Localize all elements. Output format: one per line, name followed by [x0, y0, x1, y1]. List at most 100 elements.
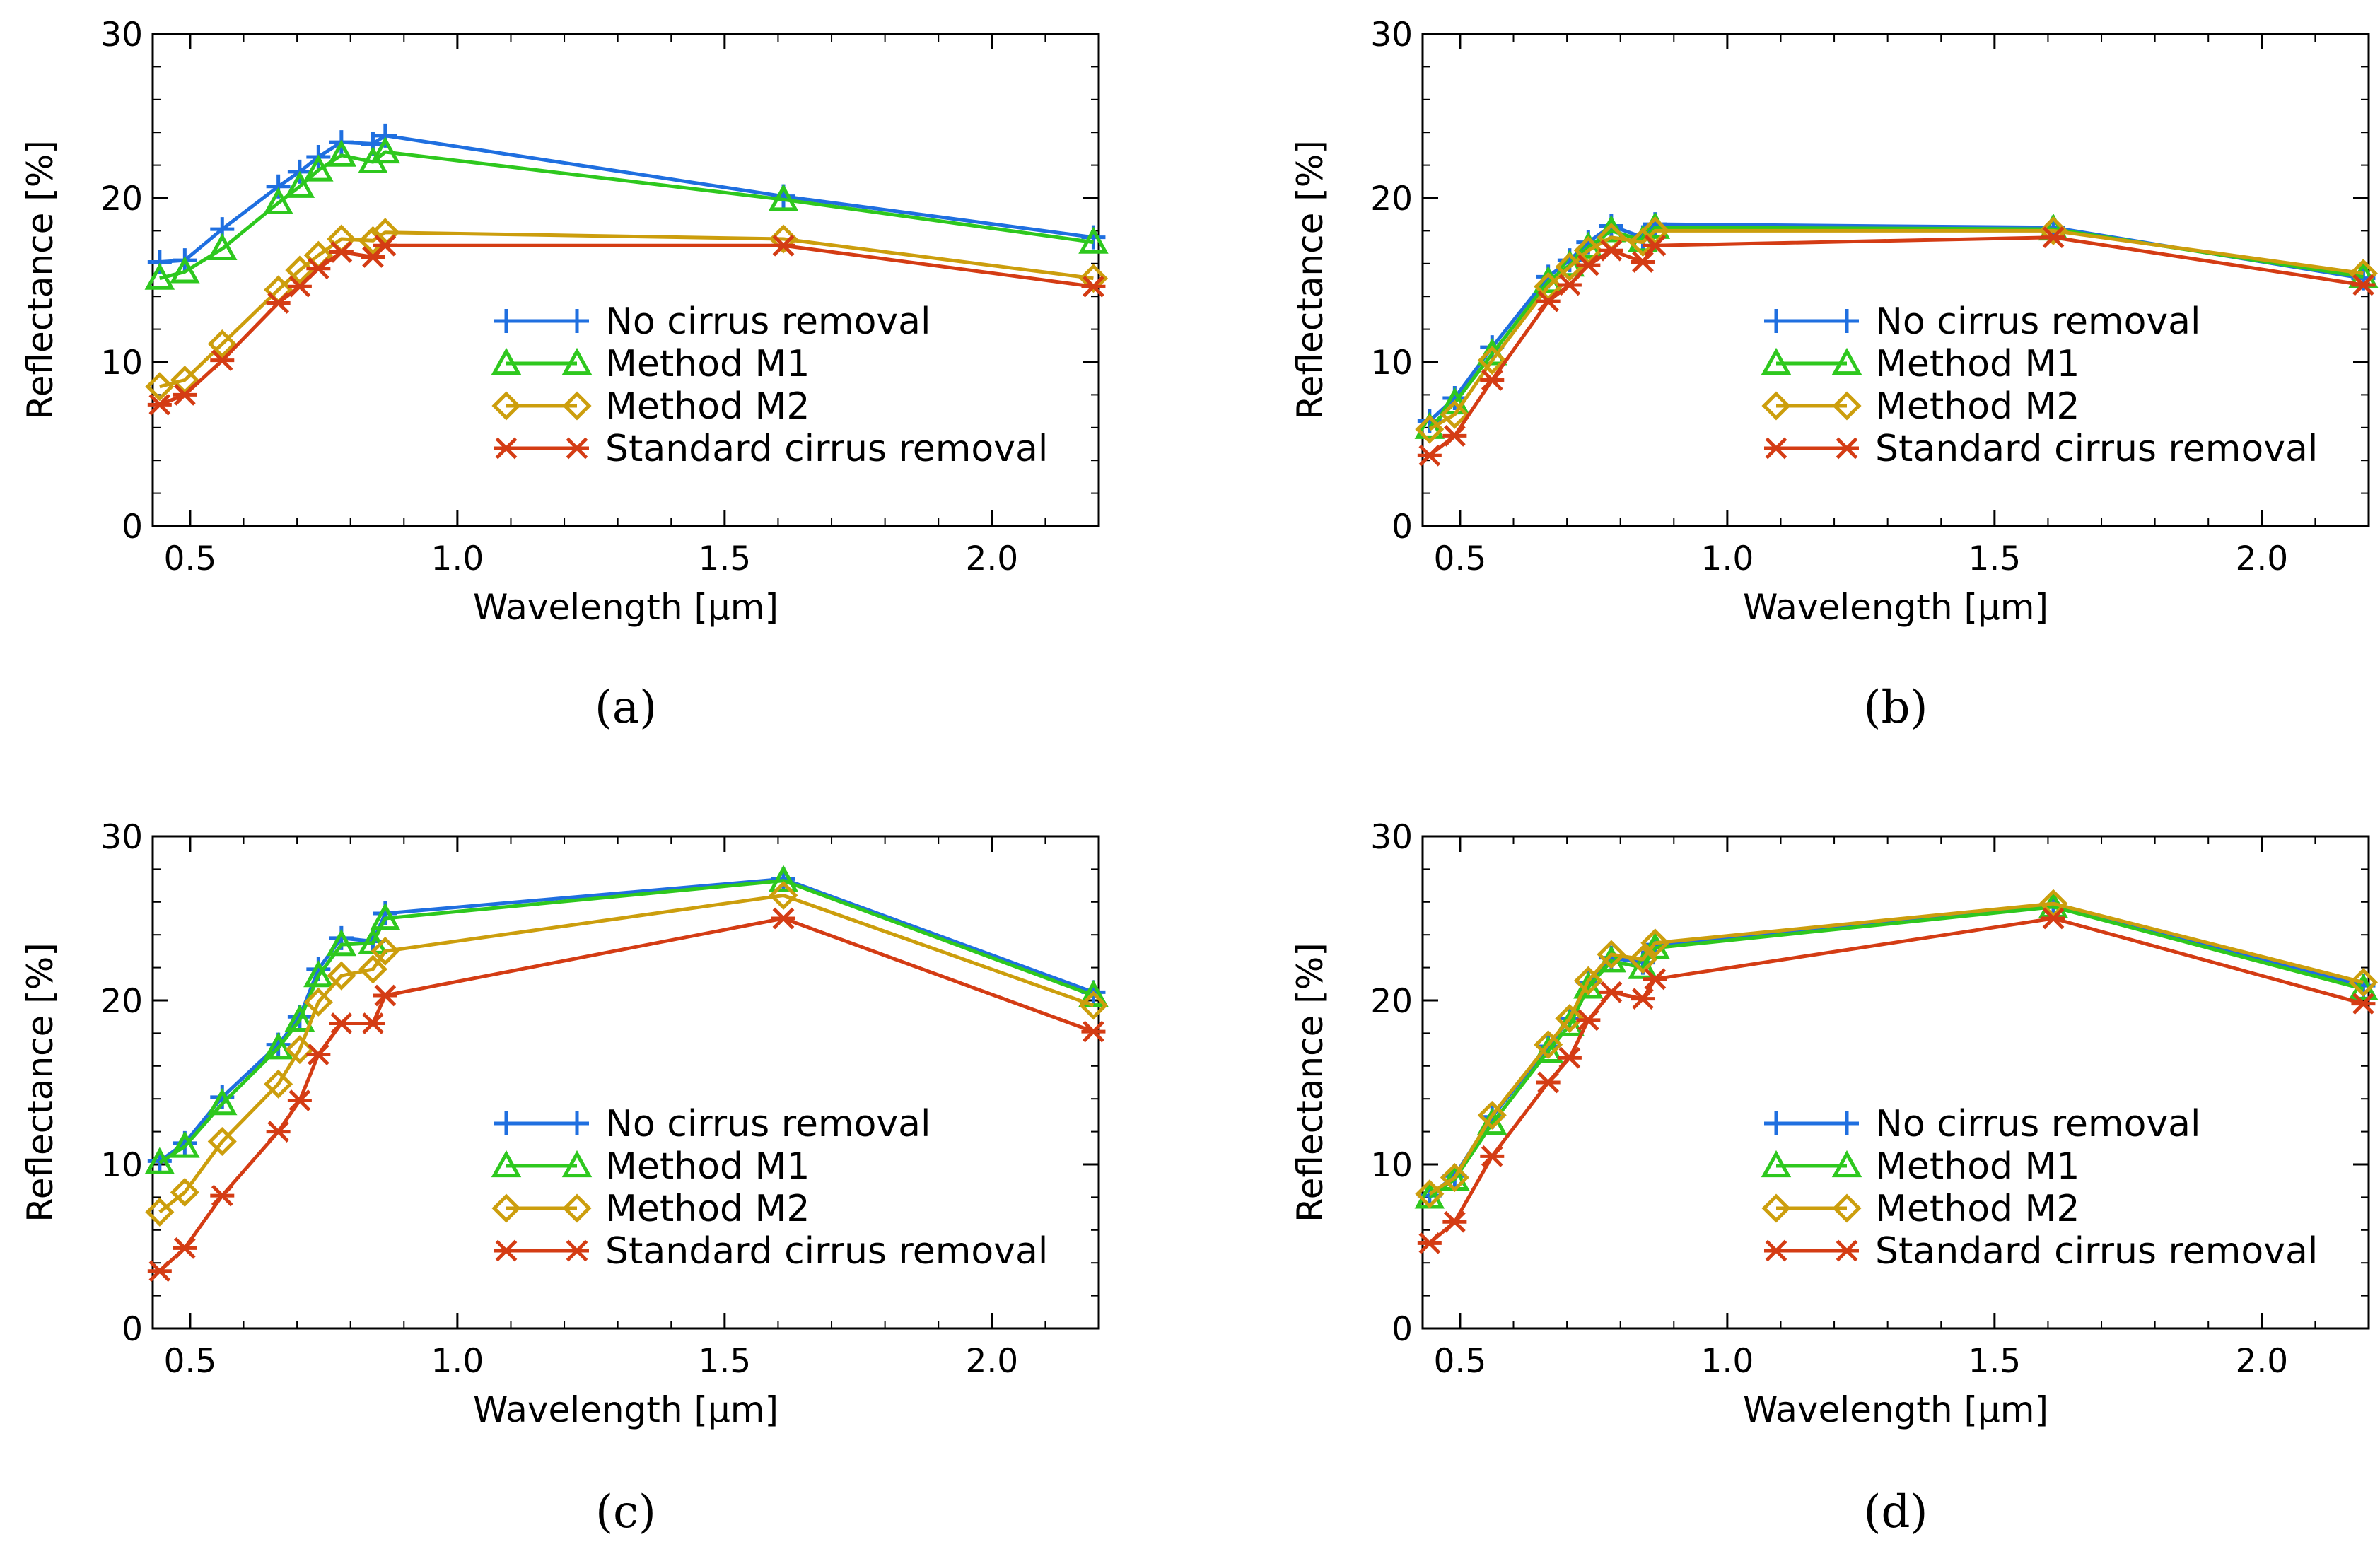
series-group	[1417, 907, 2376, 1254]
y-tick-label: 0	[122, 1310, 143, 1349]
legend-label: Method M2	[1875, 1188, 2080, 1230]
data-point	[373, 234, 397, 257]
x-tick-label: 1.5	[698, 1342, 751, 1381]
data-point	[306, 1044, 331, 1065]
legend-label: Method M1	[605, 1145, 810, 1188]
legend-marker	[1761, 1193, 1791, 1223]
data-point	[1631, 251, 1655, 273]
data-point	[1417, 444, 1442, 467]
data-point	[303, 987, 333, 1017]
x-axis-title: Wavelength [µm]	[473, 1389, 778, 1430]
y-tick-label: 10	[1370, 1146, 1413, 1185]
x-tick-label: 0.5	[164, 539, 217, 578]
y-axis-title: Reflectance [%]	[20, 140, 61, 420]
data-point	[2041, 226, 2065, 249]
data-point	[285, 1035, 315, 1065]
data-point	[145, 372, 175, 402]
series-line	[158, 894, 1095, 1214]
series-group	[144, 136, 1109, 290]
data-point	[1534, 1030, 1563, 1060]
x-tick-label: 1.0	[431, 539, 484, 578]
x-tick-label: 1.0	[431, 1342, 484, 1381]
data-point	[144, 262, 175, 290]
data-point	[1534, 271, 1563, 301]
series-line	[159, 230, 1094, 389]
data-point	[370, 902, 401, 930]
data-point	[371, 936, 400, 966]
data-point	[1417, 1232, 1442, 1254]
legend-marker	[565, 437, 589, 460]
legend-label: Method M1	[1875, 1145, 2080, 1188]
data-point	[361, 1012, 385, 1034]
x-tick-label: 0.5	[1434, 539, 1487, 578]
legend-label: No cirrus removal	[605, 1103, 931, 1145]
legend-label: Method M2	[605, 1188, 810, 1230]
data-point	[1477, 1100, 1507, 1130]
y-tick-label: 30	[1370, 818, 1413, 857]
x-axis-title: Wavelength [µm]	[473, 587, 778, 628]
data-point	[1555, 252, 1585, 281]
y-tick-label: 10	[1370, 344, 1413, 382]
legend-marker	[565, 1239, 589, 1262]
legend-label: No cirrus removal	[1875, 1103, 2200, 1145]
panel-caption: (c)	[595, 1486, 656, 1538]
y-tick-label: 20	[100, 180, 143, 218]
y-tick-label: 20	[1370, 180, 1413, 218]
x-tick-label: 0.5	[1434, 1342, 1487, 1381]
data-point	[1576, 1009, 1601, 1032]
data-point	[263, 187, 293, 215]
data-point	[373, 984, 397, 1007]
data-point	[1643, 968, 1667, 991]
x-tick-label: 2.0	[965, 539, 1018, 578]
chart-panel: 0.5 1.0 1.5 2.0 0 10 20 30 Wavelength [µm] Reflec…	[20, 818, 1109, 1538]
y-axis-title: Reflectance [%]	[20, 942, 61, 1222]
data-point	[771, 234, 795, 257]
x-tick-label: 1.5	[698, 539, 751, 578]
data-point	[1643, 234, 1667, 257]
legend-marker	[1835, 1239, 1859, 1262]
data-point	[2041, 907, 2065, 930]
plot-frame	[151, 835, 1100, 1330]
y-tick-label: 20	[100, 982, 143, 1021]
legend-marker	[1764, 309, 1788, 333]
y-tick-label: 30	[100, 818, 143, 857]
panel-caption: (b)	[1864, 682, 1928, 734]
x-tick-label: 0.5	[164, 1342, 217, 1381]
data-point	[2348, 967, 2378, 998]
data-point	[1557, 274, 1582, 296]
series-group	[147, 907, 1106, 1282]
legend-marker	[561, 1150, 593, 1178]
series-group	[1417, 226, 2376, 467]
legend-marker	[491, 347, 522, 375]
data-point	[1599, 239, 1623, 262]
chart-panel: 0.5 1.0 1.5 2.0 0 10 20 30 Wavelength [µm] Reflec…	[1290, 818, 2379, 1538]
data-point	[266, 292, 291, 314]
data-point	[210, 349, 235, 372]
series-line	[1428, 901, 2364, 1196]
legend-label: Standard cirrus removal	[605, 1230, 1048, 1273]
legend-marker	[1761, 391, 1791, 421]
data-point	[1640, 216, 1670, 245]
legend-label: Standard cirrus removal	[1875, 1230, 2318, 1273]
legend-label: Method M1	[605, 343, 810, 385]
data-point	[210, 1184, 235, 1207]
legend-marker	[491, 391, 521, 421]
series-group	[1415, 216, 2378, 444]
data-point	[173, 1237, 197, 1259]
data-point	[326, 928, 357, 957]
series-group	[145, 880, 1108, 1227]
data-point	[303, 960, 334, 988]
data-point	[1415, 1179, 1445, 1209]
legend-marker	[1764, 1239, 1788, 1262]
legend-marker	[1761, 1150, 1792, 1178]
data-point	[173, 384, 197, 406]
series-line	[1428, 226, 2364, 429]
legend-label: Method M2	[605, 385, 810, 428]
data-point	[1576, 254, 1601, 276]
legend-marker	[1832, 391, 1862, 421]
data-point	[769, 880, 798, 911]
data-point	[1573, 966, 1603, 995]
y-tick-label: 10	[100, 344, 143, 382]
